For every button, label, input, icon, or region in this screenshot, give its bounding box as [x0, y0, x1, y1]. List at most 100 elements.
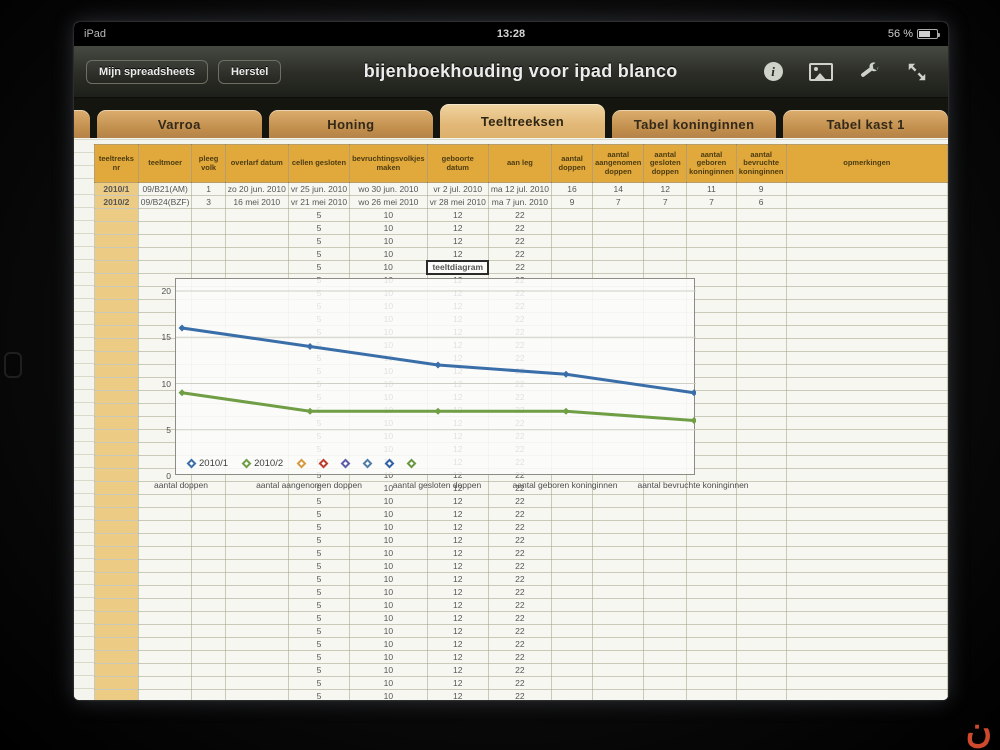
- cell[interactable]: 5: [287, 689, 351, 700]
- cell[interactable]: [191, 624, 226, 638]
- column-header[interactable]: aantal aangenomen doppen: [592, 144, 645, 183]
- cell[interactable]: [137, 585, 193, 599]
- cell[interactable]: [137, 533, 193, 547]
- cell[interactable]: [785, 325, 948, 339]
- cell[interactable]: 12: [643, 182, 688, 196]
- cell[interactable]: 12: [426, 650, 489, 664]
- cell[interactable]: [735, 637, 787, 651]
- cell[interactable]: ma 12 jul. 2010: [487, 182, 552, 196]
- cell[interactable]: [550, 221, 594, 235]
- column-header[interactable]: teeltmoer: [137, 144, 193, 183]
- cell[interactable]: [785, 247, 948, 261]
- cell[interactable]: [785, 520, 948, 534]
- cell[interactable]: ma 7 jun. 2010: [487, 195, 552, 209]
- cell[interactable]: [94, 364, 139, 378]
- cell[interactable]: 22: [487, 234, 552, 248]
- cell[interactable]: [550, 650, 594, 664]
- tab-partial[interactable]: [74, 110, 90, 138]
- cell[interactable]: 12: [426, 520, 489, 534]
- cell[interactable]: [224, 559, 289, 573]
- cell[interactable]: [191, 598, 226, 612]
- cell[interactable]: [785, 299, 948, 313]
- cell[interactable]: [592, 559, 645, 573]
- cell[interactable]: [735, 676, 787, 690]
- cell[interactable]: [785, 403, 948, 417]
- cell[interactable]: 10: [349, 494, 428, 508]
- cell[interactable]: 09/B24(BZF): [137, 195, 193, 209]
- cell[interactable]: 10: [349, 533, 428, 547]
- cell[interactable]: [550, 559, 594, 573]
- cell[interactable]: zo 20 jun. 2010: [224, 182, 289, 196]
- cell[interactable]: [94, 390, 139, 404]
- cell[interactable]: [592, 533, 645, 547]
- cell[interactable]: 12: [426, 585, 489, 599]
- cell[interactable]: [785, 260, 948, 274]
- cell[interactable]: [224, 234, 289, 248]
- cell[interactable]: [550, 494, 594, 508]
- cell[interactable]: [735, 546, 787, 560]
- cell[interactable]: [686, 689, 737, 700]
- cell[interactable]: [94, 676, 139, 690]
- cell[interactable]: 12: [426, 533, 489, 547]
- cell[interactable]: [94, 260, 139, 274]
- cell[interactable]: [94, 273, 139, 287]
- cell[interactable]: [94, 234, 139, 248]
- cell[interactable]: 5: [287, 234, 351, 248]
- cell[interactable]: [643, 663, 688, 677]
- cell[interactable]: [94, 650, 139, 664]
- cell[interactable]: 10: [349, 234, 428, 248]
- cell[interactable]: vr 21 mei 2010: [287, 195, 351, 209]
- cell[interactable]: [191, 494, 226, 508]
- my-spreadsheets-button[interactable]: Mijn spreadsheets: [86, 59, 208, 84]
- cell[interactable]: [550, 598, 594, 612]
- cell[interactable]: [94, 585, 139, 599]
- cell[interactable]: [735, 494, 787, 508]
- cell[interactable]: 22: [487, 624, 552, 638]
- cell[interactable]: [735, 325, 787, 339]
- cell[interactable]: 12: [426, 507, 489, 521]
- cell[interactable]: [643, 572, 688, 586]
- cell[interactable]: [686, 598, 737, 612]
- cell[interactable]: [735, 364, 787, 378]
- cell[interactable]: wo 30 jun. 2010: [349, 182, 428, 196]
- cell[interactable]: 5: [287, 572, 351, 586]
- cell[interactable]: [224, 598, 289, 612]
- cell[interactable]: [643, 689, 688, 700]
- cell[interactable]: [94, 507, 139, 521]
- cell[interactable]: [94, 208, 139, 222]
- cell[interactable]: [735, 351, 787, 365]
- cell[interactable]: 22: [487, 650, 552, 664]
- cell[interactable]: [785, 429, 948, 443]
- cell[interactable]: [224, 247, 289, 261]
- cell[interactable]: 16 mei 2010: [224, 195, 289, 209]
- cell[interactable]: [735, 403, 787, 417]
- cell[interactable]: [550, 689, 594, 700]
- cell[interactable]: [592, 637, 645, 651]
- cell[interactable]: [735, 312, 787, 326]
- cell[interactable]: [735, 208, 787, 222]
- column-header[interactable]: cellen gesloten: [287, 144, 351, 183]
- cell[interactable]: [735, 559, 787, 573]
- cell[interactable]: [592, 572, 645, 586]
- cell[interactable]: [686, 650, 737, 664]
- cell[interactable]: [686, 533, 737, 547]
- cell[interactable]: [643, 637, 688, 651]
- cell[interactable]: [785, 286, 948, 300]
- column-header[interactable]: opmerkingen: [785, 144, 948, 183]
- cell[interactable]: [94, 611, 139, 625]
- home-button[interactable]: [4, 352, 22, 378]
- cell[interactable]: 7: [592, 195, 645, 209]
- cell[interactable]: [137, 247, 193, 261]
- cell[interactable]: [785, 195, 948, 209]
- cell[interactable]: [224, 676, 289, 690]
- cell[interactable]: [785, 507, 948, 521]
- cell[interactable]: [643, 507, 688, 521]
- undo-button[interactable]: Herstel: [217, 59, 282, 84]
- cell[interactable]: 10: [349, 247, 428, 261]
- cell[interactable]: [592, 676, 645, 690]
- cell[interactable]: [550, 637, 594, 651]
- cell[interactable]: [137, 546, 193, 560]
- cell[interactable]: [735, 455, 787, 469]
- cell[interactable]: [592, 221, 645, 235]
- cell[interactable]: 22: [487, 260, 552, 274]
